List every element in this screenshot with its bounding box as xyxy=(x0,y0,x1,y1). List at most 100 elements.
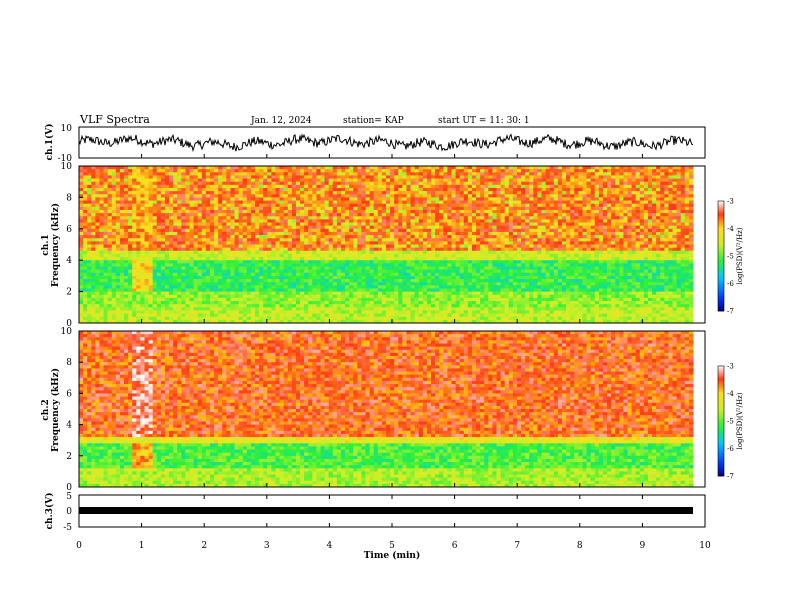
ch1-spec-cell xyxy=(107,197,113,202)
ch1-spec-cell xyxy=(398,266,403,271)
ch1-spec-cell xyxy=(480,209,485,214)
ch1-spec-cell xyxy=(271,187,276,192)
ch1-spec-cell xyxy=(361,279,367,283)
ch1-spec-cell xyxy=(467,307,473,311)
ch1-spec-cell xyxy=(87,253,92,258)
ch1-spec-cell xyxy=(447,209,452,214)
ch1-spec-cell xyxy=(115,184,121,189)
ch1-spec-cell xyxy=(263,272,268,277)
ch1-spec-cell xyxy=(467,313,473,318)
ch1-spec-cell xyxy=(279,172,285,176)
ch1-spec-cell xyxy=(119,297,125,302)
ch1-spec-cell xyxy=(373,307,379,311)
ch1-spec-cell xyxy=(459,301,465,305)
ch1-spec-cell xyxy=(361,316,367,321)
ch1-spec-cell xyxy=(242,288,248,293)
ch1-spec-cell xyxy=(357,203,362,208)
ch1-spec-cell xyxy=(471,219,477,224)
ch1-spec-cell xyxy=(390,291,395,296)
ch1-spec-cell xyxy=(410,263,416,267)
ch1-spec-cell xyxy=(148,172,154,176)
ch1-spec-cell xyxy=(390,253,395,258)
ch1-spec-cell xyxy=(156,209,162,214)
ch1-spec-cell xyxy=(164,294,170,299)
ch1-spec-cell xyxy=(132,319,137,324)
ch1-spec-cell xyxy=(484,203,489,208)
ch1-spec-cell xyxy=(426,313,432,318)
ch1-spec-cell xyxy=(439,175,444,180)
ch1-spec-cell xyxy=(197,200,203,205)
ch1-spec-cell xyxy=(111,297,117,302)
ch1-spec-cell xyxy=(132,307,137,311)
ch1-spec-cell xyxy=(218,172,223,176)
ch1-spec-cell xyxy=(394,304,399,308)
ch1-spec-cell xyxy=(214,282,219,286)
ch1-spec-cell xyxy=(336,307,342,311)
ch1-spec-cell xyxy=(361,225,367,230)
ch1-spec-cell xyxy=(443,178,448,183)
ch1-spec-cell xyxy=(119,291,125,296)
ch1-spec-cell xyxy=(128,235,133,239)
ch1-spec-cell xyxy=(295,319,301,324)
ch1-spec-cell xyxy=(140,194,145,198)
ch1-spec-cell xyxy=(99,166,105,170)
ch1-spec-cell xyxy=(287,285,293,289)
ch1-spec-cell xyxy=(152,228,158,233)
ch1-spec-cell xyxy=(345,197,350,202)
ch1-spec-cell xyxy=(439,244,444,249)
ch1-spec-cell xyxy=(406,203,412,208)
ch1-spec-cell xyxy=(218,304,223,308)
ch1-spec-cell xyxy=(103,235,109,239)
ch1-spec-cell xyxy=(91,304,96,308)
ch1-spec-cell xyxy=(152,241,158,245)
ch1-spec-cell xyxy=(79,279,84,283)
ch1-spec-cell xyxy=(275,316,281,321)
ch1-spec-cell xyxy=(115,263,121,267)
ch1-spec-cell xyxy=(406,288,412,293)
ch1-spec-cell xyxy=(177,206,182,211)
ch1-spec-cell xyxy=(332,304,338,308)
ch1-spec-cell xyxy=(471,209,477,214)
ch1-spec-cell xyxy=(418,307,424,311)
ch1-spec-cell xyxy=(87,209,92,214)
ch1-spec-cell xyxy=(304,228,309,233)
ch1-spec-cell xyxy=(160,235,166,239)
ch1-spec-cell xyxy=(132,257,137,261)
ch1-spec-cell xyxy=(164,213,170,217)
ch1-spec-cell xyxy=(148,206,154,211)
ch1-spec-cell xyxy=(234,275,240,280)
ch1-spec-cell xyxy=(463,316,469,321)
ch1-spec-cell xyxy=(189,178,195,183)
ch1-spec-cell xyxy=(418,166,424,170)
ch1-spec-cell xyxy=(353,263,358,267)
ch1-spec-cell xyxy=(336,231,342,236)
ch1-spec-cell xyxy=(259,216,264,220)
ch1-spec-cell xyxy=(238,228,244,233)
ch1-spec-cell xyxy=(357,257,362,261)
ch1-spec-cell xyxy=(87,304,92,308)
ch1-spec-cell xyxy=(304,279,309,283)
ch1-spec-cell xyxy=(185,231,191,236)
ch1-spec-cell xyxy=(169,235,174,239)
ch1-spec-cell xyxy=(275,257,281,261)
ch1-spec-cell xyxy=(480,197,485,202)
ch1-spec-cell xyxy=(136,203,141,208)
ch1-spec-cell xyxy=(209,184,215,189)
ch1-spec-cell xyxy=(238,216,244,220)
ch1-spec-cell xyxy=(422,307,428,311)
ch1-spec-cell xyxy=(328,310,334,315)
ch1-spec-cell xyxy=(414,216,420,220)
ch1-spec-cell xyxy=(242,269,248,274)
ch1-spec-cell xyxy=(242,175,248,180)
ch1-spec-cell xyxy=(439,241,444,245)
ch1-spec-cell xyxy=(83,166,88,170)
ch1-spec-cell xyxy=(443,275,448,280)
ch1-spec-cell xyxy=(128,282,133,286)
ch1-spec-cell xyxy=(107,235,113,239)
ch1-spec-cell xyxy=(205,187,211,192)
ch1-spec-cell xyxy=(152,238,158,242)
ch1-spec-cell xyxy=(349,194,354,198)
ch1-spec-cell xyxy=(218,313,223,318)
ch1-spec-cell xyxy=(418,272,424,277)
ch1-spec-cell xyxy=(471,241,477,245)
